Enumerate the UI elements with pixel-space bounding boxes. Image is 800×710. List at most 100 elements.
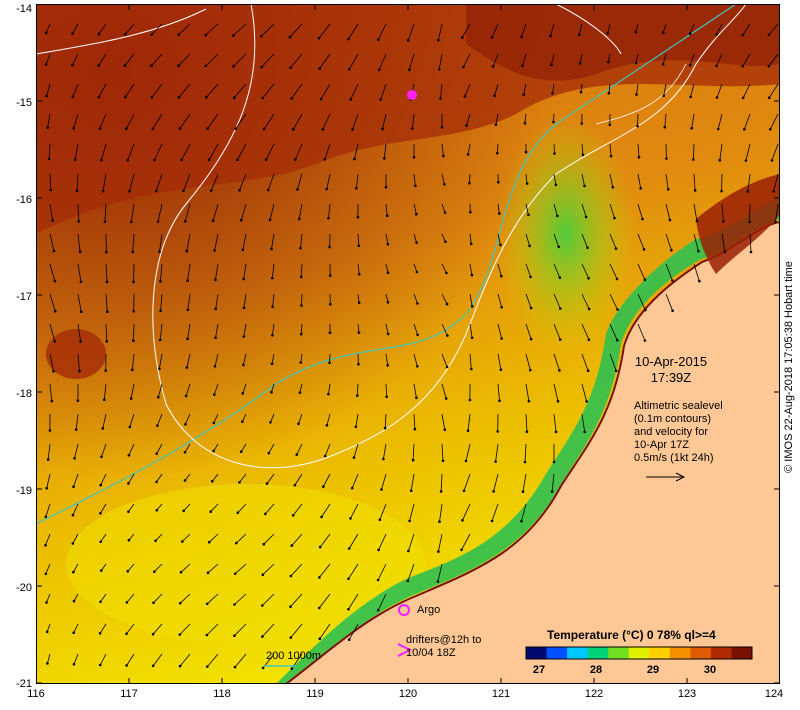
velocity-arrow-head [127,482,130,485]
velocity-arrow [234,653,247,668]
velocity-arrow-head [671,309,674,313]
velocity-arrow-head [158,367,161,371]
velocity-arrow [411,113,415,129]
velocity-arrow [665,263,673,281]
velocity-arrow-head [527,399,531,403]
sealevel-contour-4 [595,63,687,125]
velocity-arrow [128,473,135,484]
colorbar-swatch [731,647,753,659]
velocity-arrow-head [767,64,771,68]
velocity-arrow [186,233,191,252]
velocity-arrow-head [558,276,562,279]
velocity-arrow [99,113,107,129]
velocity-arrow-head [558,369,561,372]
velocity-arrow-head [386,332,390,336]
velocity-arrow [689,23,695,34]
velocity-arrow-head [270,247,273,251]
velocity-arrow [467,413,471,431]
velocity-arrow-head [587,277,590,280]
velocity-arrow-head [379,98,383,101]
velocity-arrow-head [377,548,380,552]
velocity-arrow [151,83,163,98]
altimetry-line-3: and velocity for [634,426,708,438]
velocity-arrow-head [270,362,274,366]
velocity-arrow [461,23,471,38]
velocity-arrow-head [212,449,215,453]
velocity-arrow-head [261,573,265,576]
velocity-arrow-head [184,422,187,426]
velocity-arrow [45,53,51,65]
velocity-arrow [298,203,303,220]
velocity-arrow-head [644,308,647,312]
velocity-arrow-head [204,33,207,37]
velocity-arrow-head [723,250,727,253]
velocity-arrow-head [100,569,103,572]
velocity-arrow-head [748,220,751,224]
velocity-arrow [553,413,557,432]
velocity-arrow [609,323,618,341]
velocity-arrow-head [639,187,642,190]
velocity-arrow-head [293,483,297,487]
velocity-arrow [125,113,135,129]
velocity-arrow [265,143,275,160]
velocity-arrow [579,53,583,64]
velocity-arrow [469,263,473,276]
velocity-arrow-head [441,459,445,463]
velocity-arrow-head [97,64,100,67]
velocity-arrow-head [71,32,74,35]
velocity-arrow-head [527,213,530,217]
velocity-arrow [381,473,387,490]
velocity-arrow [184,473,191,481]
velocity-arrow-head [528,244,531,248]
velocity-arrow-head [408,519,411,523]
velocity-arrow-head [446,334,449,337]
velocity-arrow-head [328,274,332,277]
velocity-arrow [437,563,443,582]
velocity-arrow [73,563,79,573]
velocity-arrow-head [523,460,527,464]
velocity-arrow-head [386,364,390,367]
velocity-arrow [45,563,51,574]
velocity-arrow [187,323,191,339]
velocity-arrow [326,413,331,426]
velocity-arrow-head [183,479,187,482]
velocity-arrow [213,413,219,424]
velocity-arrow [749,233,752,253]
velocity-arrow-head [296,188,299,191]
velocity-arrow [155,533,163,542]
velocity-arrow-head [520,519,523,523]
velocity-arrow [240,443,247,452]
velocity-arrow-head [351,128,354,131]
velocity-arrow-head [355,186,358,190]
velocity-arrow-head [242,363,245,367]
velocity-arrow [46,623,51,632]
colorbar-swatch [587,647,609,659]
velocity-arrow [103,383,107,400]
velocity-arrow-head [554,183,558,187]
velocity-arrow-head [45,601,48,604]
velocity-arrow [637,323,646,341]
drifters-label: drifters@12h to 10/04 18Z [406,634,481,660]
velocity-arrow [357,323,360,333]
velocity-arrow [319,563,331,578]
velocity-arrow [105,323,108,342]
y-tick-19: -19 [16,485,32,497]
velocity-arrow-head [150,95,154,99]
velocity-arrow-head [462,489,466,493]
x-tick-123: 123 [677,688,697,700]
velocity-arrow-head [552,120,555,124]
velocity-arrow-head [637,156,641,159]
velocity-arrow [206,653,219,667]
velocity-arrow-head [715,64,718,68]
velocity-arrow-head [291,514,295,517]
velocity-arrow [73,653,79,665]
velocity-arrow [357,293,360,303]
velocity-arrow-head [264,512,267,516]
velocity-arrow-head [46,662,49,665]
velocity-arrow-head [523,122,527,125]
velocity-arrow [408,53,415,70]
velocity-arrow-head [178,633,182,636]
velocity-arrow [469,293,473,307]
velocity-arrow-head [233,665,237,669]
velocity-arrow-head [491,65,495,68]
